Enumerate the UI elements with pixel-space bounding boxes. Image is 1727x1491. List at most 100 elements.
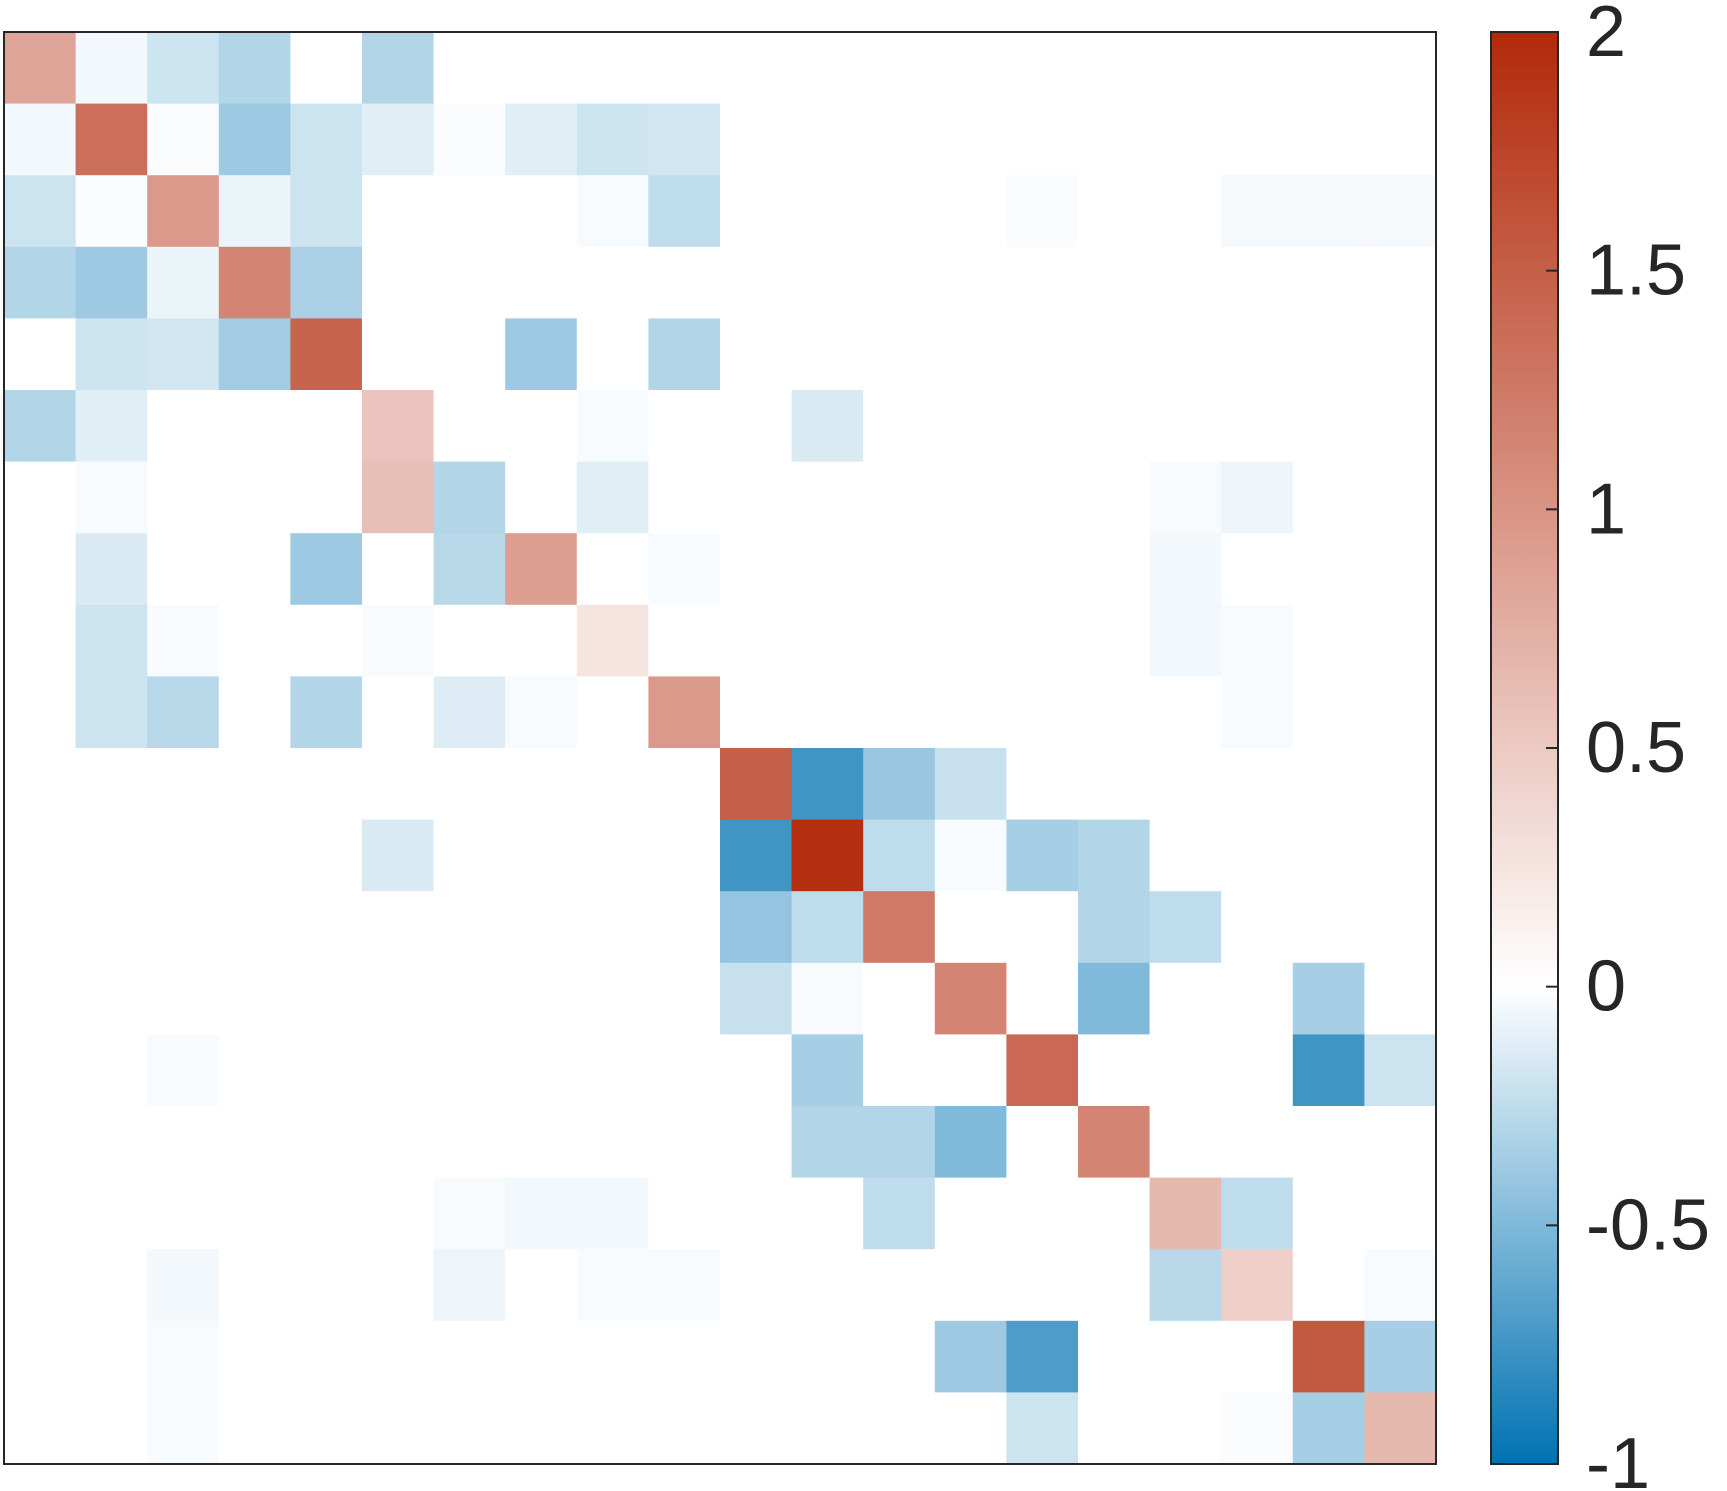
heatmap-cell — [505, 819, 578, 892]
heatmap-cell — [147, 1177, 220, 1250]
heatmap-cell — [934, 604, 1007, 677]
heatmap-cell — [290, 1249, 363, 1322]
heatmap-cell — [1006, 1034, 1079, 1107]
heatmap-cell — [1364, 604, 1437, 677]
heatmap-cell — [1221, 1034, 1294, 1107]
heatmap-cell — [1221, 1177, 1294, 1250]
heatmap-cell — [720, 318, 793, 391]
heatmap-cell — [934, 103, 1007, 176]
heatmap-cell — [1078, 1106, 1151, 1179]
colorbar-tick-label: 0.5 — [1586, 708, 1686, 788]
heatmap-cell — [720, 1320, 793, 1393]
heatmap-cell — [1149, 1320, 1222, 1393]
heatmap-cell — [1078, 1392, 1151, 1465]
heatmap-cell — [1292, 819, 1365, 892]
heatmap-cell — [863, 1106, 936, 1179]
heatmap-cell — [218, 1320, 291, 1393]
heatmap-cell — [433, 1034, 506, 1107]
heatmap-cell — [433, 533, 506, 606]
heatmap-cell — [147, 891, 220, 964]
heatmap-cell — [576, 819, 649, 892]
heatmap-cell — [290, 318, 363, 391]
heatmap-cell — [218, 676, 291, 749]
heatmap-cell — [290, 461, 363, 534]
heatmap-cell — [4, 819, 77, 892]
heatmap-cell — [648, 318, 721, 391]
heatmap-cell — [1149, 246, 1222, 319]
heatmap-cell — [1364, 1106, 1437, 1179]
heatmap-cell — [1221, 1320, 1294, 1393]
heatmap-cell — [218, 1034, 291, 1107]
heatmap-cell — [1221, 604, 1294, 677]
heatmap-cell — [648, 819, 721, 892]
heatmap-cell — [362, 748, 435, 821]
heatmap-cell — [648, 1034, 721, 1107]
heatmap-cell — [4, 390, 77, 463]
heatmap-cell — [648, 175, 721, 248]
heatmap-cell — [75, 1106, 148, 1179]
heatmap-cell — [362, 390, 435, 463]
heatmap-cell — [290, 390, 363, 463]
heatmap-cell — [433, 1177, 506, 1250]
heatmap-cell — [75, 175, 148, 248]
colorbar-tick-label: 1 — [1586, 469, 1626, 549]
heatmap-cell — [362, 1177, 435, 1250]
heatmap-cell — [863, 1392, 936, 1465]
heatmap-cell — [1078, 748, 1151, 821]
heatmap-cell — [934, 318, 1007, 391]
heatmap-cell — [218, 1106, 291, 1179]
heatmap-cell — [1221, 748, 1294, 821]
heatmap-cell — [791, 175, 864, 248]
heatmap-cell — [147, 819, 220, 892]
heatmap-cell — [1149, 1177, 1222, 1250]
heatmap-cell — [147, 461, 220, 534]
heatmap-cell — [290, 175, 363, 248]
heatmap-cell — [1006, 962, 1079, 1035]
heatmap-cell — [75, 533, 148, 606]
heatmap-cell — [863, 32, 936, 105]
heatmap-cell — [576, 246, 649, 319]
heatmap-cell — [1221, 246, 1294, 319]
heatmap-cell — [218, 819, 291, 892]
heatmap-cell — [863, 819, 936, 892]
heatmap-cell — [1078, 891, 1151, 964]
heatmap-cell — [1006, 32, 1079, 105]
heatmap-cell — [1006, 1320, 1079, 1393]
heatmap-cell — [147, 32, 220, 105]
heatmap-cell — [648, 748, 721, 821]
heatmap-cell — [720, 604, 793, 677]
heatmap-cell — [4, 103, 77, 176]
heatmap-cell — [576, 1392, 649, 1465]
heatmap-cell — [648, 1320, 721, 1393]
heatmap-cell — [791, 891, 864, 964]
heatmap-cell — [75, 390, 148, 463]
heatmap-cell — [1149, 748, 1222, 821]
heatmap-cell — [720, 246, 793, 319]
heatmap-cell — [934, 390, 1007, 463]
heatmap-cell — [75, 1249, 148, 1322]
heatmap-cell — [648, 1392, 721, 1465]
heatmap-cell — [433, 891, 506, 964]
heatmap-cell — [1292, 32, 1365, 105]
heatmap-cell — [433, 962, 506, 1035]
heatmap-cell — [75, 676, 148, 749]
heatmap-cell — [576, 533, 649, 606]
heatmap-cell — [1006, 676, 1079, 749]
heatmap-cell — [362, 32, 435, 105]
heatmap-cell — [791, 1320, 864, 1393]
heatmap-cell — [505, 1106, 578, 1179]
heatmap-cell — [1364, 1034, 1437, 1107]
heatmap-cell — [75, 748, 148, 821]
heatmap-cell — [576, 32, 649, 105]
heatmap-cell — [147, 318, 220, 391]
heatmap-cell — [934, 533, 1007, 606]
heatmap-cell — [576, 604, 649, 677]
heatmap-cell — [147, 604, 220, 677]
heatmap-cell — [218, 103, 291, 176]
heatmap-cell — [1078, 1034, 1151, 1107]
heatmap-cell — [218, 175, 291, 248]
heatmap-cell — [576, 390, 649, 463]
heatmap-cell — [791, 1034, 864, 1107]
heatmap-cell — [1364, 318, 1437, 391]
heatmap-cell — [791, 533, 864, 606]
